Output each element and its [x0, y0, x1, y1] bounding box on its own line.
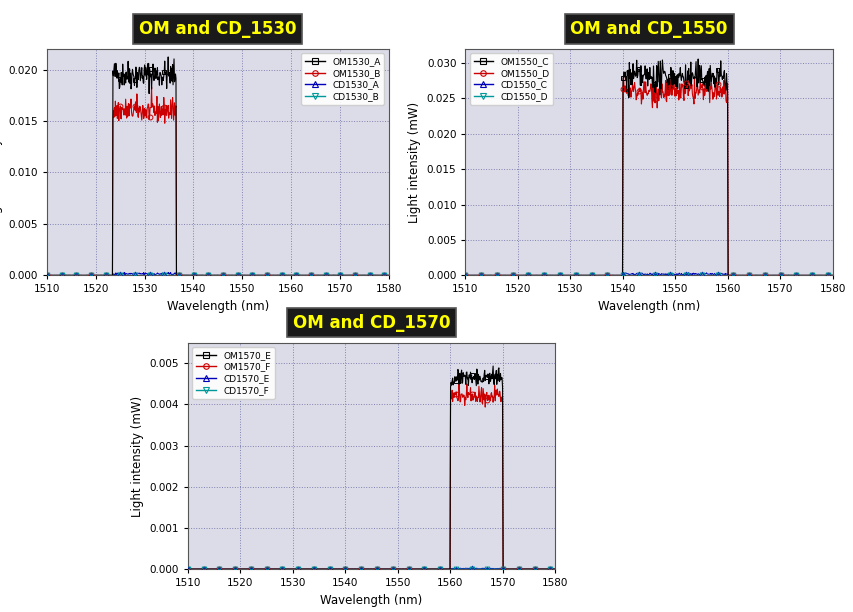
- Text: OM and CD_1530: OM and CD_1530: [139, 20, 296, 38]
- Y-axis label: Light intensity (mW): Light intensity (mW): [0, 102, 3, 223]
- Text: OM and CD_1550: OM and CD_1550: [570, 20, 727, 38]
- Legend: OM1550_C, OM1550_D, CD1550_C, CD1550_D: OM1550_C, OM1550_D, CD1550_C, CD1550_D: [469, 53, 553, 105]
- Y-axis label: Light intensity (mW): Light intensity (mW): [131, 395, 143, 517]
- Legend: OM1570_E, OM1570_F, CD1570_E, CD1570_F: OM1570_E, OM1570_F, CD1570_E, CD1570_F: [192, 347, 275, 398]
- X-axis label: Wavelength (nm): Wavelength (nm): [597, 300, 699, 313]
- X-axis label: Wavelength (nm): Wavelength (nm): [166, 300, 269, 313]
- Y-axis label: Light intensity (mW): Light intensity (mW): [408, 102, 421, 223]
- X-axis label: Wavelength (nm): Wavelength (nm): [320, 594, 422, 606]
- Legend: OM1530_A, OM1530_B, CD1530_A, CD1530_B: OM1530_A, OM1530_B, CD1530_A, CD1530_B: [301, 53, 384, 105]
- Text: OM and CD_1570: OM and CD_1570: [293, 313, 450, 332]
